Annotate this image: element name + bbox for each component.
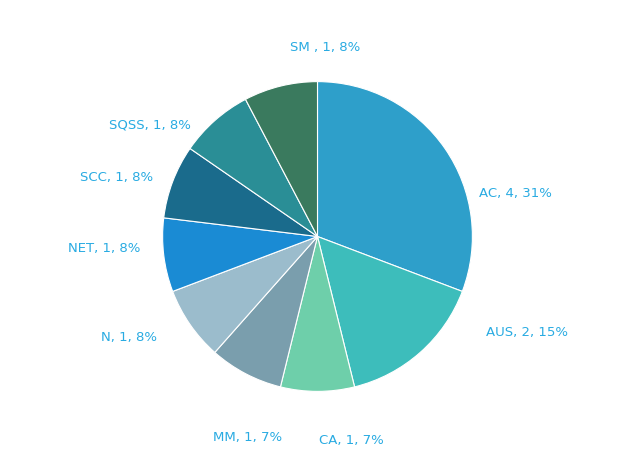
Text: AC, 4, 31%: AC, 4, 31% (479, 187, 552, 200)
Text: AUS, 2, 15%: AUS, 2, 15% (486, 326, 568, 339)
Wedge shape (164, 149, 318, 236)
Wedge shape (246, 82, 318, 236)
Wedge shape (318, 236, 462, 387)
Wedge shape (281, 236, 354, 391)
Text: MM, 1, 7%: MM, 1, 7% (213, 431, 283, 444)
Text: NET, 1, 8%: NET, 1, 8% (67, 242, 140, 255)
Wedge shape (173, 236, 318, 352)
Text: N, 1, 8%: N, 1, 8% (100, 331, 157, 344)
Wedge shape (215, 236, 318, 387)
Text: SQSS, 1, 8%: SQSS, 1, 8% (109, 118, 191, 131)
Wedge shape (318, 82, 472, 291)
Text: SM , 1, 8%: SM , 1, 8% (290, 41, 361, 54)
Wedge shape (190, 99, 318, 236)
Wedge shape (163, 218, 318, 291)
Text: SCC, 1, 8%: SCC, 1, 8% (79, 171, 152, 184)
Text: CA, 1, 7%: CA, 1, 7% (319, 435, 384, 447)
